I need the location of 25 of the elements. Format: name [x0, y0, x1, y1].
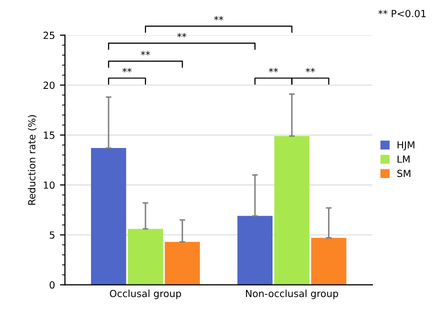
annotation: ** [268, 68, 278, 72]
annotation: ** [122, 68, 132, 72]
bar [274, 136, 310, 285]
y-axis-title: Reduction rate (%) [28, 115, 37, 205]
bar [128, 228, 164, 285]
annotation: ** [140, 50, 150, 56]
annotation: ** [177, 32, 186, 38]
y-tick-label: 10 [44, 181, 55, 189]
annotation: ** [306, 68, 315, 72]
bar [311, 238, 346, 285]
legend-label: HJM [398, 141, 414, 150]
y-tick-label: 0 [50, 281, 55, 289]
x-tick-label: Non-occlusal group [246, 290, 338, 300]
y-tick-label: 20 [44, 82, 55, 89]
text: ** P<0.01 [378, 10, 426, 18]
legend-label: LM [398, 156, 410, 163]
y-tick-label: 5 [50, 231, 54, 239]
y-tick-label: 15 [44, 132, 54, 139]
y-tick-label: 25 [44, 32, 54, 40]
bar [91, 148, 126, 285]
bar [164, 242, 200, 285]
bar [237, 216, 273, 285]
text: ** [214, 16, 224, 20]
x-tick-label: Occlusal group [110, 290, 182, 300]
legend-label: SM [397, 170, 410, 178]
